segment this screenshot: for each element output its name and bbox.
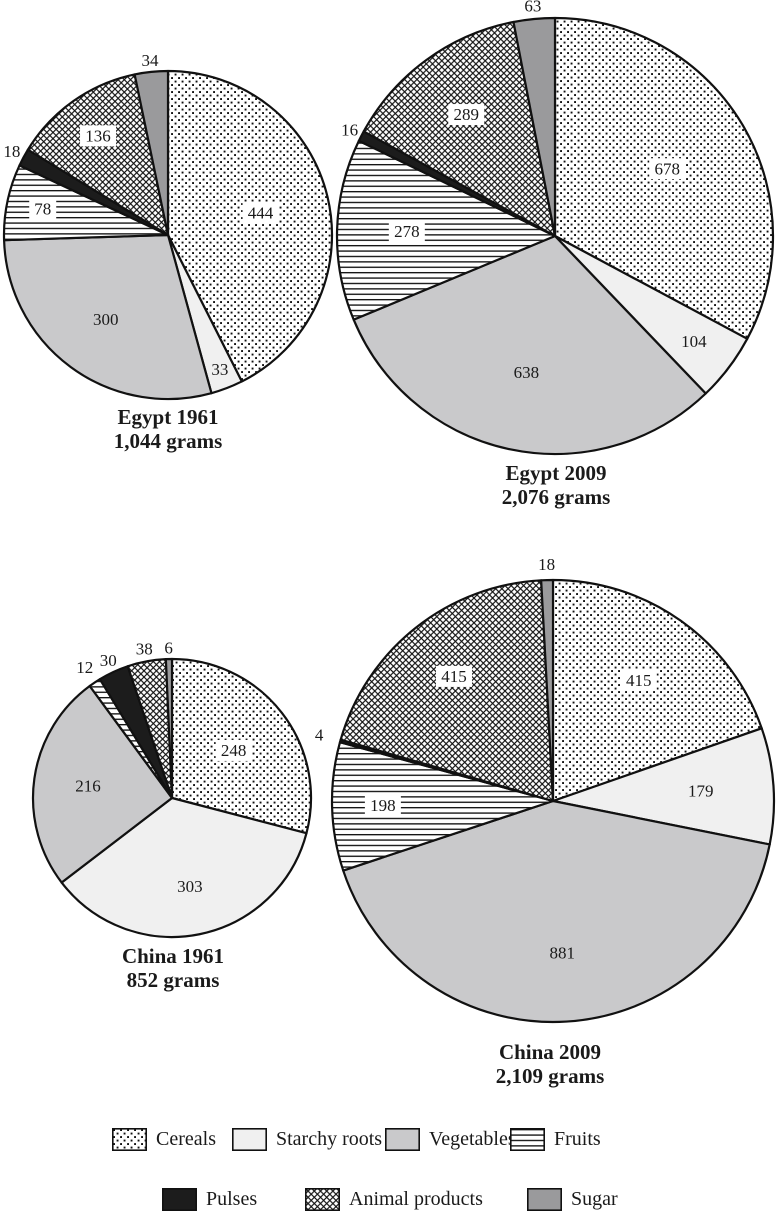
slice-value-label: 16: [341, 121, 358, 140]
pie-slice-animal-products: [362, 20, 557, 238]
legend-item-starchy-roots: Starchy roots: [232, 1128, 382, 1151]
slice-value-label: 278: [394, 222, 420, 241]
pie-slice-fruits: [330, 741, 555, 872]
pie-total: 2,076 grams: [501, 485, 611, 509]
slice-value-label: 179: [688, 781, 714, 800]
legend-label: Vegetables: [429, 1128, 516, 1150]
legend-label: Sugar: [571, 1188, 618, 1210]
pie-title: Egypt 2009: [505, 461, 607, 485]
legend-item-fruits: Fruits: [510, 1128, 601, 1151]
slice-value-label: 678: [654, 159, 680, 178]
slice-value-label: 18: [538, 555, 555, 574]
slice-value-label: 63: [524, 0, 541, 15]
slice-value-label: 300: [93, 310, 119, 329]
slice-value-label: 216: [75, 777, 101, 796]
pie-slice-vegetables: [342, 799, 771, 1024]
slice-value-label: 33: [211, 360, 228, 379]
legend-item-vegetables: Vegetables: [385, 1128, 516, 1151]
pie-total: 2,109 grams: [495, 1064, 605, 1088]
slice-value-label: 38: [136, 640, 153, 659]
pie-title: China 2009: [498, 1040, 602, 1064]
slice-value-label: 303: [177, 877, 203, 896]
pie-slice-animal-products: [339, 579, 555, 803]
pie-slice-fruits: [335, 139, 557, 321]
slice-value-label: 881: [550, 944, 576, 963]
pie-chart-china-1961: 248 303 216 12 30 38 6: [31, 638, 313, 939]
slice-value-label: 415: [441, 667, 467, 686]
cereals-swatch-icon: [112, 1128, 147, 1151]
legend-item-cereals: Cereals: [112, 1128, 216, 1151]
vegetables-swatch-icon: [385, 1128, 420, 1151]
slice-value-label: 6: [164, 638, 173, 657]
slice-value-label: 248: [221, 741, 247, 760]
pie-total: 1,044 grams: [113, 429, 223, 453]
slice-value-label: 4: [315, 725, 324, 744]
slice-value-label: 638: [514, 363, 540, 382]
slice-value-label: 136: [85, 126, 111, 145]
pie-title: Egypt 1961: [117, 405, 219, 429]
pie-total: 852 grams: [126, 968, 220, 992]
pie-chart-egypt-1961: 444 33 300 78 18 136 34: [2, 51, 334, 401]
pulses-swatch-icon: [162, 1188, 197, 1211]
pie-slice-vegetables: [352, 234, 707, 456]
animal-products-swatch-icon: [305, 1188, 340, 1211]
pie-slice-cereals: [166, 69, 334, 383]
pie-slice-starchy-roots: [551, 727, 776, 846]
pie-slice-sugar: [133, 69, 170, 237]
slice-value-label: 198: [370, 796, 396, 815]
fruits-swatch-icon: [510, 1128, 545, 1151]
legend-label: Fruits: [554, 1128, 601, 1150]
pie-slice-vegetables: [2, 233, 213, 401]
slice-value-label: 12: [76, 658, 93, 677]
sugar-swatch-icon: [527, 1188, 562, 1211]
slice-value-label: 18: [3, 142, 20, 161]
pie-chart-egypt-2009: 678 104 638 278 16 289 63: [335, 0, 775, 456]
pie-caption-egypt-1961: Egypt 1961 1,044 grams: [38, 405, 298, 453]
pie-caption-china-1961: China 1961 852 grams: [43, 944, 303, 992]
legend-label: Pulses: [206, 1188, 258, 1210]
legend-item-pulses: Pulses: [162, 1188, 257, 1211]
pie-caption-egypt-2009: Egypt 2009 2,076 grams: [426, 461, 686, 509]
pie-slice-starchy-roots: [60, 796, 308, 939]
pie-slice-sugar: [540, 578, 555, 803]
slice-value-label: 30: [100, 651, 117, 670]
pie-title: China 1961: [121, 944, 225, 968]
legend-label: Starchy roots: [276, 1128, 383, 1150]
slice-value-label: 78: [34, 200, 51, 219]
slice-value-label: 104: [681, 332, 707, 351]
starchy-roots-swatch-icon: [232, 1128, 267, 1151]
pie-chart-china-2009: 415 179 881 198 4 415 18: [315, 555, 776, 1024]
pie-slice-sugar: [512, 16, 557, 238]
slice-value-label: 289: [454, 105, 480, 124]
slice-value-label: 415: [626, 671, 652, 690]
slice-value-label: 34: [142, 51, 160, 70]
pie-caption-china-2009: China 2009 2,109 grams: [420, 1040, 680, 1088]
slice-value-label: 444: [248, 203, 274, 222]
legend-item-animal-products: Animal products: [305, 1188, 483, 1211]
legend-item-sugar: Sugar: [527, 1188, 618, 1211]
pie-slice-animal-products: [26, 73, 170, 237]
pie-slice-vegetables: [31, 684, 174, 884]
legend-label: Cereals: [156, 1128, 216, 1150]
pie-slice-sugar: [164, 657, 174, 800]
legend-label: Animal products: [349, 1188, 483, 1210]
